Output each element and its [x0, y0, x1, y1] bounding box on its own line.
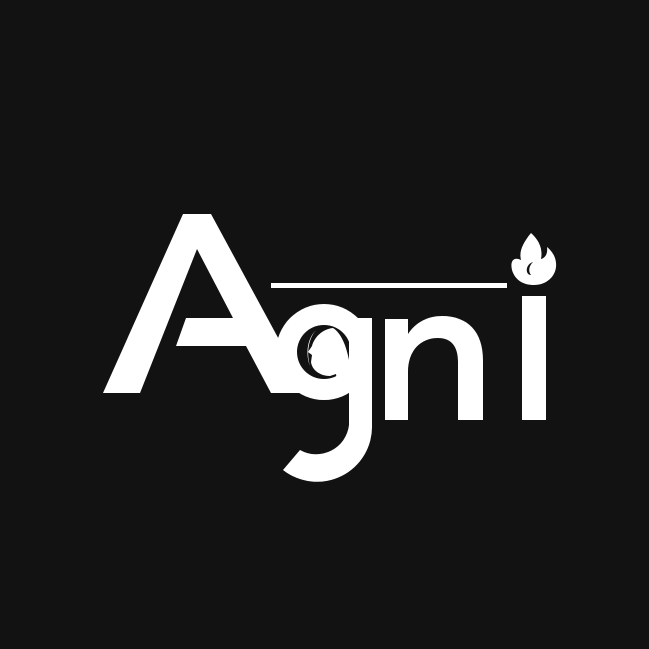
letter-i	[522, 296, 546, 420]
overline-bar	[271, 283, 507, 288]
letter-n	[385, 316, 483, 420]
flame-icon	[511, 233, 557, 285]
letter-a	[103, 214, 308, 393]
woman-profile-icon	[307, 328, 350, 397]
